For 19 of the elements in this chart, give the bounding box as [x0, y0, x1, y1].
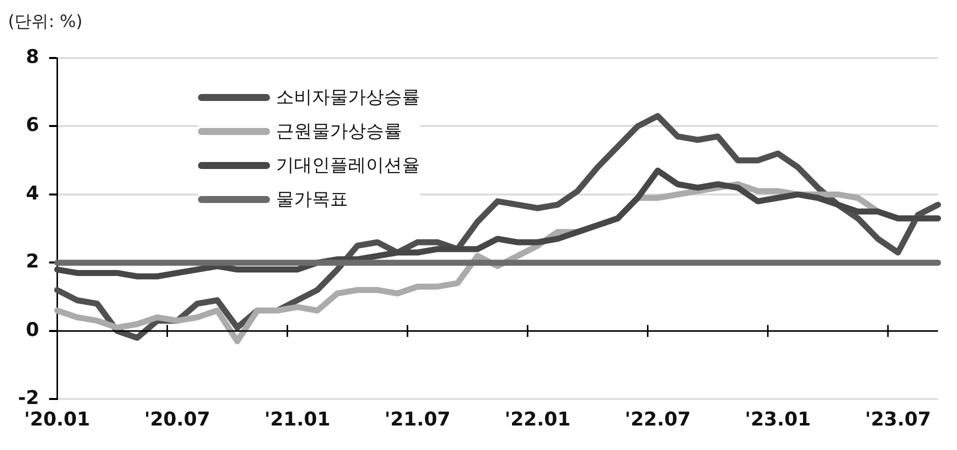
legend-label: 소비자물가상승률	[276, 86, 420, 109]
x-tick-label: '21.07	[384, 408, 450, 431]
x-tick-label: '21.01	[264, 408, 330, 431]
y-tick-label: 6	[26, 114, 40, 136]
x-tick-label: '22.07	[624, 408, 691, 431]
x-tick-label: '22.01	[504, 408, 571, 431]
y-tick-label: 0	[26, 318, 40, 341]
legend-label: 물가목표	[276, 188, 348, 211]
x-tick-label: '20.01	[24, 408, 90, 431]
y-tick-label: -2	[18, 387, 40, 410]
y-tick-label: 4	[26, 182, 40, 204]
legend-label: 근원물가상승률	[276, 120, 402, 143]
x-tick-label: '23.01	[744, 408, 811, 431]
y-tick-label: 2	[26, 250, 40, 273]
text: (단위: %)	[8, 11, 83, 33]
legend-label: 기대인플레이션율	[276, 154, 420, 177]
x-tick-label: '23.07	[865, 408, 931, 431]
x-tick-label: '20.07	[144, 408, 210, 431]
y-tick-label: 8	[26, 46, 40, 68]
